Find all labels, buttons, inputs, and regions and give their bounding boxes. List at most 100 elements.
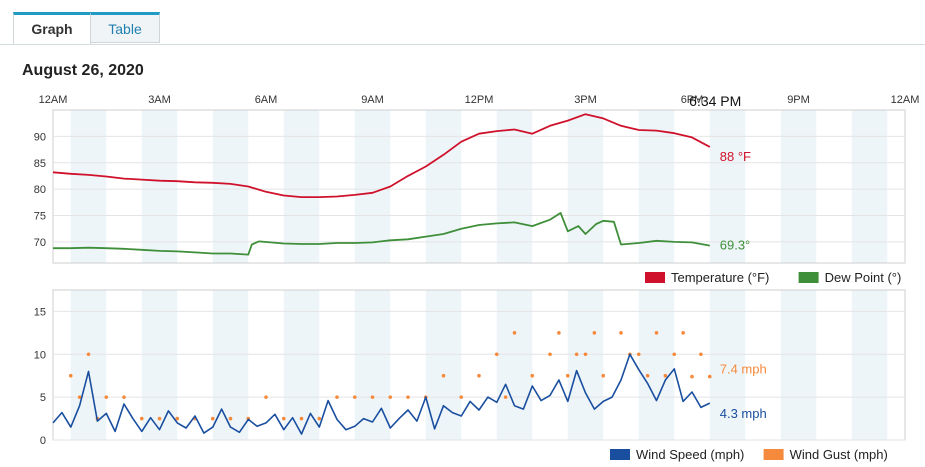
time-band: [496, 110, 533, 263]
time-band: [709, 110, 746, 263]
y-tick-label: 70: [34, 237, 46, 249]
wind-gust-point: [441, 373, 446, 378]
x-tick-label: 12PM: [465, 94, 494, 106]
y-tick-label: 90: [34, 131, 46, 143]
wind-gust-point: [406, 395, 410, 399]
time-band: [70, 110, 107, 263]
time-band: [567, 290, 604, 440]
legend-label: Temperature (°F): [671, 270, 769, 285]
time-band: [141, 110, 178, 263]
time-band: [283, 110, 320, 263]
wind-gust-point: [707, 374, 712, 379]
time-band: [425, 290, 462, 440]
cursor-time-label: 6:34 PM: [689, 93, 741, 109]
tab-bar: Graph Table: [13, 12, 160, 45]
wind-speed-line: [52, 353, 711, 435]
wind-gust-point: [122, 395, 126, 399]
x-tick-label: 12AM: [891, 94, 920, 106]
wind-gust-point: [565, 373, 570, 378]
wind-gust-point: [139, 416, 144, 421]
wind-gust-point: [530, 373, 535, 378]
wind-gust-point: [583, 352, 588, 357]
x-tick-label: 6PM: [681, 94, 704, 106]
wind-gust-point: [574, 352, 579, 357]
wind-gust-point: [86, 352, 91, 357]
legend-swatch: [610, 449, 630, 460]
tab-graph[interactable]: Graph: [13, 12, 91, 45]
wind-gust-point: [601, 373, 606, 378]
time-band: [425, 110, 462, 263]
wind-gust-point: [654, 331, 659, 335]
x-tick-label: 12AM: [39, 94, 68, 106]
wind-gust-point: [477, 373, 481, 378]
wind-speed-current-label: 4.3 mph: [720, 406, 767, 421]
time-band: [780, 290, 817, 440]
plot-frame-2: [52, 289, 906, 441]
wind-gust-point: [104, 395, 109, 399]
wind-gust-point: [388, 395, 393, 399]
wind-gust-point: [512, 331, 517, 335]
temperature-line: [52, 113, 711, 198]
wind-gust-point: [281, 416, 286, 421]
y-tick-label: 0: [40, 435, 46, 447]
time-band: [283, 290, 320, 440]
wind-gust-point: [459, 395, 464, 399]
y-tick-label: 80: [34, 184, 46, 196]
wind-gust-point: [210, 416, 215, 421]
time-band: [851, 290, 888, 440]
time-band: [851, 110, 888, 263]
legend-swatch: [798, 272, 819, 283]
time-band: [496, 290, 533, 440]
x-tick-label: 6AM: [255, 94, 278, 106]
y-tick-label: 5: [40, 392, 46, 404]
y-tick-label: 10: [34, 349, 46, 361]
wind-gust-point: [494, 352, 499, 357]
x-tick-label: 9PM: [787, 94, 810, 106]
dew-point-current-label: 69.3°: [720, 238, 751, 253]
wind-gust-point: [77, 395, 82, 399]
y-tick-label: 15: [34, 306, 46, 318]
wind-gust-point: [663, 373, 668, 378]
wind-gust-point: [264, 395, 268, 399]
wind-gust-point: [619, 331, 623, 335]
x-tick-label: 9AM: [361, 94, 384, 106]
x-tick-label: 3PM: [574, 94, 597, 106]
x-tick-label: 3AM: [148, 94, 171, 106]
time-band: [638, 290, 675, 440]
wind-gust-point: [370, 395, 375, 399]
legend-label: Wind Gust (mph): [790, 447, 888, 462]
dew-point-line: [53, 212, 710, 256]
wind-gust-point: [645, 373, 650, 378]
y-tick-label: 85: [34, 158, 46, 170]
wind-gust-point: [175, 416, 180, 421]
wind-gust-point: [699, 352, 703, 357]
time-band: [638, 110, 675, 263]
time-band: [567, 110, 604, 263]
wind-gust-point: [503, 395, 508, 399]
time-band: [780, 110, 817, 263]
wind-gust-point: [592, 331, 597, 335]
wind-gust-point: [672, 352, 677, 357]
wind-gust-current-label: 7.4 mph: [720, 362, 767, 377]
tab-divider: [0, 44, 925, 45]
wind-gust-point: [299, 416, 304, 421]
wind-gust-point: [335, 395, 339, 399]
legend-swatch: [645, 272, 665, 283]
wind-gust-point: [352, 395, 357, 399]
wind-gust-point: [68, 373, 73, 378]
time-band: [709, 290, 746, 440]
tab-table[interactable]: Table: [90, 12, 160, 43]
legend-swatch: [763, 449, 784, 460]
chart-date-title: August 26, 2020: [22, 62, 144, 79]
wind-gust-point: [557, 331, 561, 335]
wind-gust-point: [636, 352, 641, 357]
wind-gust-point: [681, 331, 685, 335]
wind-gust-point: [228, 416, 233, 421]
wind-gust-point: [157, 416, 162, 421]
legend-label: Wind Speed (mph): [636, 447, 744, 462]
legend-label: Dew Point (°): [825, 270, 902, 285]
temperature-current-label: 88 °F: [720, 149, 751, 164]
time-band: [70, 290, 107, 440]
wind-gust-point: [548, 352, 552, 357]
